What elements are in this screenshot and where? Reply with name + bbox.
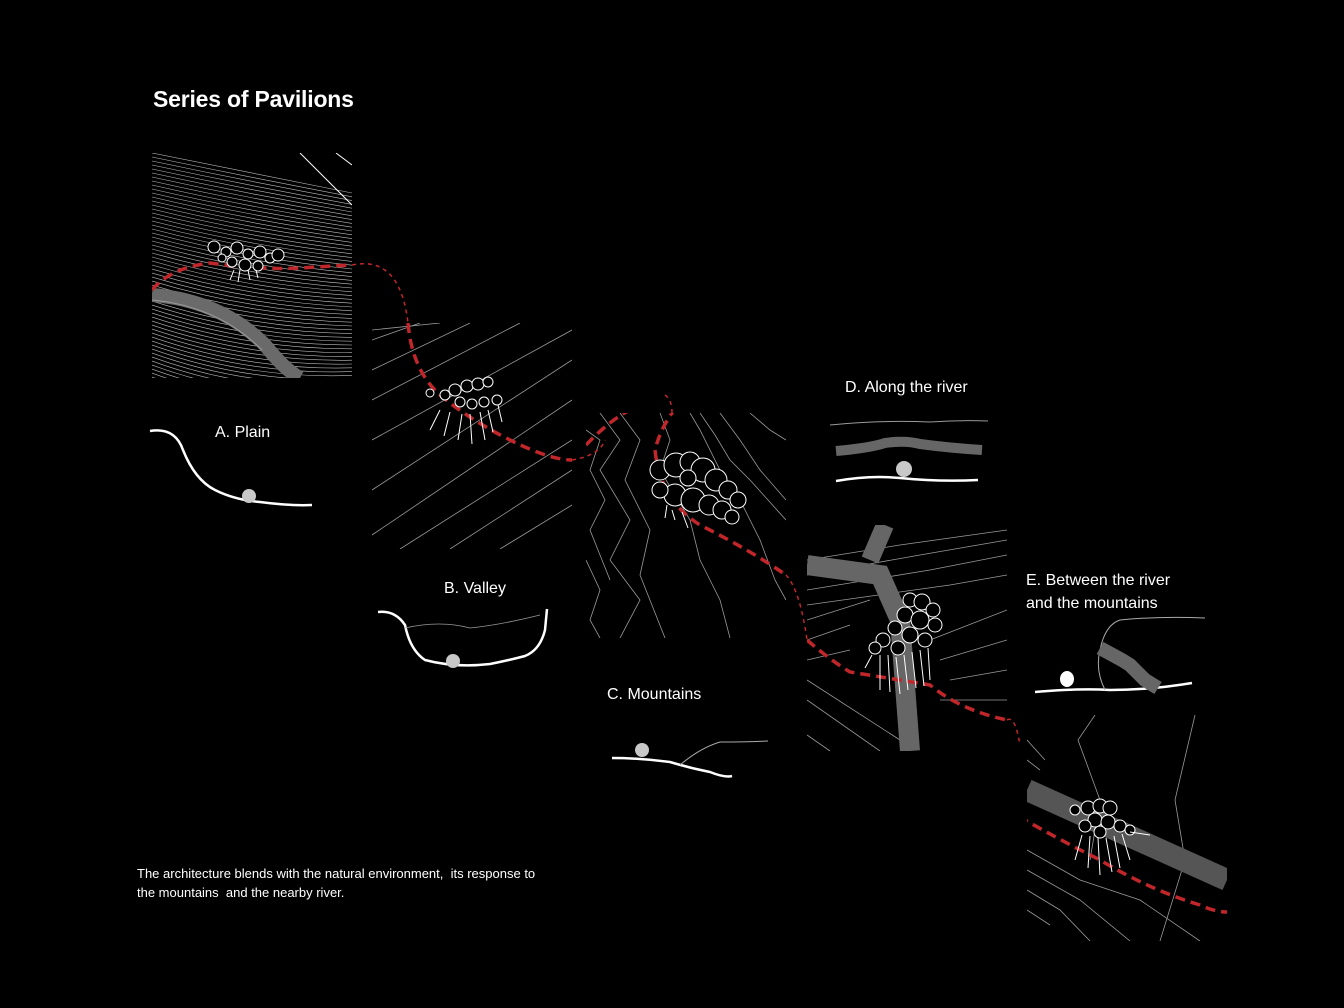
panel-mountains-map <box>586 413 786 638</box>
contour-line <box>152 256 352 293</box>
visitor-marker-icon <box>896 461 912 477</box>
page-title: Series of Pavilions <box>153 86 354 112</box>
contour-line <box>152 328 352 361</box>
contour-line <box>152 220 352 258</box>
contour-line <box>152 164 352 205</box>
caption-line-2: the mountains and the nearby river. <box>137 885 345 900</box>
visitor-marker-icon <box>242 489 256 503</box>
contour-line <box>152 153 352 194</box>
site-label-plain: A. Plain <box>215 424 271 441</box>
contour-line <box>152 188 352 228</box>
pavilion-icon <box>207 240 285 283</box>
contour-line <box>152 320 352 353</box>
section-river <box>829 420 989 483</box>
contour-line <box>152 252 352 289</box>
contour-line <box>152 332 352 365</box>
contour-line <box>152 248 352 285</box>
contour-line <box>152 376 156 378</box>
panel-plain-map <box>152 153 352 419</box>
contour-line <box>152 200 352 239</box>
contour-line <box>152 352 254 378</box>
contour-line <box>152 356 230 378</box>
contour-line <box>152 176 352 217</box>
site-label-mountains: C. Mountains <box>607 686 702 703</box>
contour-line <box>152 160 352 201</box>
section-mountains <box>611 740 769 778</box>
contour-line <box>152 208 352 247</box>
contour-line <box>152 184 352 224</box>
contour-line <box>152 360 211 378</box>
contour-line <box>152 172 352 213</box>
contour-line <box>152 368 180 378</box>
site-label-valley: B. Valley <box>444 580 506 597</box>
contour-line <box>152 224 352 262</box>
contour-line <box>152 348 291 378</box>
contour-line <box>152 385 352 415</box>
contour-line <box>152 340 352 373</box>
pavilion-icon <box>649 451 747 529</box>
contour-line <box>152 276 352 312</box>
contour-line <box>152 381 352 411</box>
contour-line <box>152 260 352 296</box>
contour-line <box>152 168 352 209</box>
contour-line <box>152 196 352 236</box>
contour-line <box>152 344 352 377</box>
contour-line <box>152 192 352 232</box>
panel-between-map <box>1027 715 1227 941</box>
visitor-marker-icon <box>446 654 460 668</box>
contour-line <box>152 336 352 369</box>
contour-line <box>152 264 352 300</box>
site-label-between: E. Between the river and the mountains <box>1026 569 1170 615</box>
contour-line <box>152 180 352 220</box>
contour-line <box>152 212 352 251</box>
section-between <box>1034 616 1206 694</box>
contour-line <box>152 216 352 255</box>
contour-line <box>152 268 352 304</box>
caption: The architecture blends with the natural… <box>137 864 607 902</box>
visitor-marker-icon <box>1060 671 1074 687</box>
contour-line <box>152 236 352 274</box>
pavilion-icon <box>425 376 503 445</box>
panel-river-map <box>807 525 1007 751</box>
contour-line <box>152 389 352 419</box>
contour-line <box>152 280 352 315</box>
site-label-river: D. Along the river <box>845 379 968 396</box>
contour-line <box>152 324 352 357</box>
visitor-marker-icon <box>635 743 649 757</box>
contour-line <box>152 204 352 243</box>
caption-line-1: The architecture blends with the natural… <box>137 866 536 881</box>
section-valley <box>377 608 549 668</box>
contour-line <box>152 364 194 378</box>
section-plain <box>149 429 313 507</box>
site-label-between-line2: and the mountains <box>1026 595 1158 612</box>
pavilion-icon <box>864 592 943 695</box>
contour-line <box>152 156 352 198</box>
route-path <box>351 263 1021 746</box>
panel-valley-map <box>372 323 572 549</box>
site-label-between-line1: E. Between the river <box>1026 572 1171 589</box>
contour-line <box>152 272 352 308</box>
pavilion-icon <box>1069 798 1151 876</box>
